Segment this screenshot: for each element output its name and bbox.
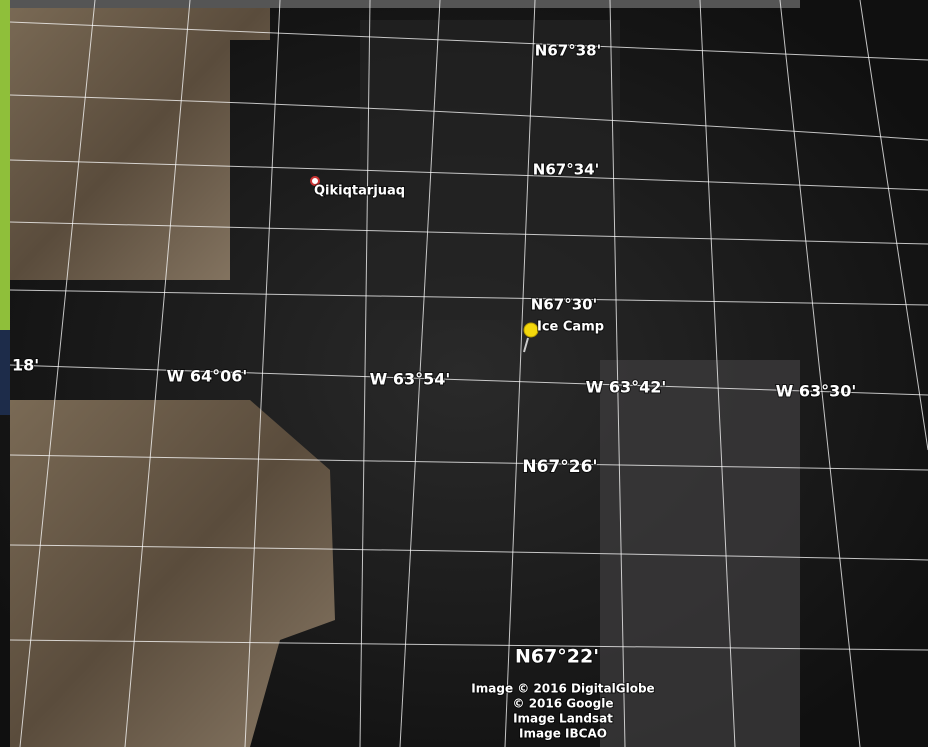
side-panel <box>0 0 10 330</box>
place-label[interactable]: Qikiqtarjuaq <box>313 183 406 200</box>
top-strip <box>10 0 800 8</box>
place-marker[interactable] <box>310 176 320 186</box>
longitude-label: W 64°06' <box>167 367 248 386</box>
longitude-label: W 63°42' <box>586 378 667 397</box>
ice-region <box>600 360 800 747</box>
attribution: © 2016 Google <box>513 697 614 711</box>
attribution: Image IBCAO <box>519 727 607 741</box>
latitude-label: N67°26' <box>522 457 597 477</box>
edge-label: 18' <box>12 356 39 375</box>
latitude-label: N67°34' <box>533 161 599 179</box>
terrain <box>10 0 270 280</box>
longitude-label: W 63°30' <box>776 382 857 401</box>
placemark-pin[interactable] <box>523 322 539 353</box>
ice-region <box>360 20 620 320</box>
graticule <box>9 0 928 747</box>
latitude-label: N67°38' <box>535 42 601 60</box>
longitude-label: W 63°54' <box>370 370 451 389</box>
attribution: Image © 2016 DigitalGlobe <box>471 682 654 696</box>
latitude-label: N67°22' <box>515 646 599 668</box>
latitude-label: N67°30' <box>531 296 597 314</box>
place-label[interactable]: Ice Camp <box>536 319 605 336</box>
terrain <box>10 400 335 747</box>
side-panel <box>0 330 10 415</box>
attribution: Image Landsat <box>513 712 613 726</box>
